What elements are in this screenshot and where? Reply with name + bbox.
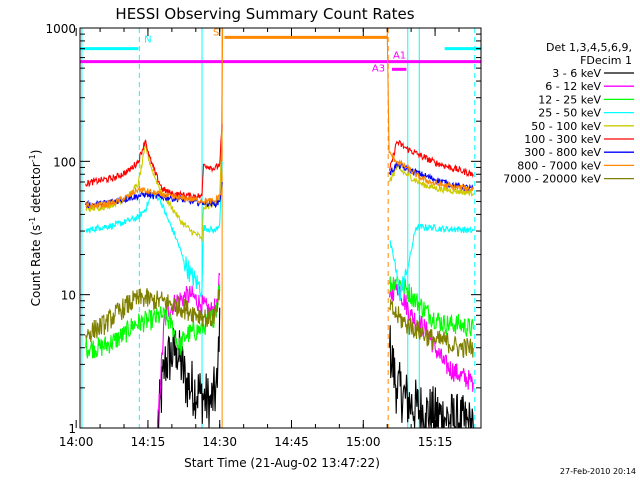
x-tick-label-3: 14:45	[274, 435, 309, 449]
annotation-2: A3	[372, 64, 385, 75]
legend-label-5: 100 - 300 keV	[524, 133, 601, 146]
legend-label-1: 6 - 12 keV	[545, 80, 601, 93]
annotation-3: A1	[393, 51, 406, 62]
y-axis-label-sup2: -1	[28, 154, 37, 162]
chart-title: HESSI Observing Summary Count Rates	[115, 5, 414, 23]
y-axis-label-mid: detector	[29, 162, 43, 217]
axis-ticks: 14:00 14:15 14:30 14:45 15:00 15:15 1 10 100 1000	[45, 22, 481, 449]
y-axis-label-main: Count Rate (s	[29, 225, 43, 307]
y-tick-label-2: 100	[53, 155, 76, 169]
x-tick-label-5: 15:15	[418, 435, 453, 449]
series-line-7	[85, 28, 474, 210]
annotation-1: S	[213, 27, 219, 38]
y-axis-label-sup1: -1	[28, 217, 37, 225]
legend-header-line-1: Det 1,3,4,5,6,9,	[546, 41, 632, 54]
x-tick-label-4: 15:00	[346, 435, 381, 449]
y-tick-label-3: 1000	[45, 22, 76, 36]
y-axis-label-end: )	[29, 150, 43, 155]
legend-label-2: 12 - 25 keV	[538, 93, 601, 106]
y-tick-label-1: 10	[61, 289, 76, 303]
y-axis-label: Count Rate (s-1 detector-1)	[28, 150, 43, 307]
legend-label-3: 25 - 50 keV	[538, 107, 601, 120]
legend-label-7: 800 - 7000 keV	[517, 159, 601, 172]
series-line-5	[85, 124, 474, 200]
x-tick-label-0: 14:00	[59, 435, 94, 449]
series-line-6	[85, 161, 474, 210]
legend-header-line-2: FDecim 1	[580, 54, 632, 67]
annotation-0: N	[144, 34, 151, 45]
series-line-4	[85, 130, 474, 242]
legend-label-4: 50 - 100 keV	[531, 120, 601, 133]
x-axis-label: Start Time (21-Aug-02 13:47:22)	[184, 456, 380, 470]
legend-label-8: 7000 - 20000 keV	[503, 173, 601, 186]
legend-label-0: 3 - 6 keV	[552, 67, 601, 80]
y-tick-label-0: 1	[68, 422, 76, 436]
x-tick-label-2: 14:30	[202, 435, 237, 449]
plot-frame	[79, 27, 482, 429]
x-tick-label-1: 14:15	[131, 435, 166, 449]
footer-timestamp: 27-Feb-2010 20:14	[560, 467, 636, 476]
series-line-8	[85, 288, 474, 359]
legend-label-6: 300 - 800 keV	[524, 146, 601, 159]
